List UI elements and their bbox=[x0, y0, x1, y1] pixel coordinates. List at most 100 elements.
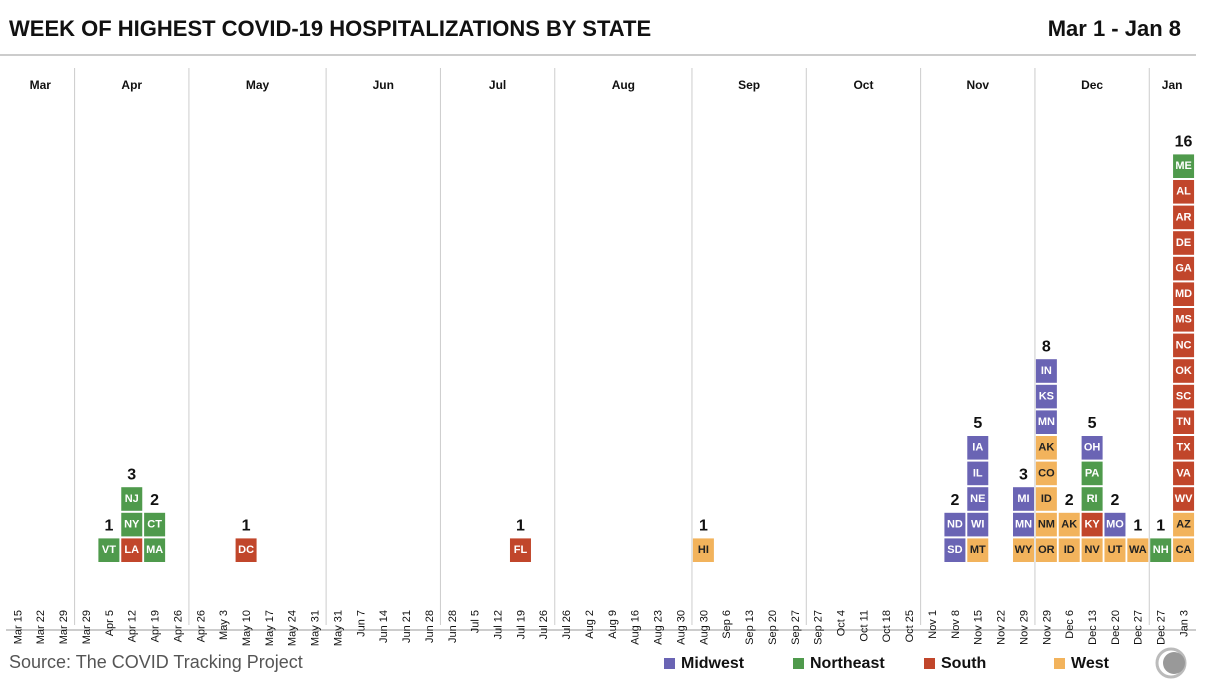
state-tile bbox=[121, 538, 143, 562]
chart-title: WEEK OF HIGHEST COVID-19 HOSPITALIZATION… bbox=[9, 16, 651, 41]
x-tick-label: Nov 29 bbox=[1041, 610, 1053, 645]
state-label: IL bbox=[973, 467, 983, 479]
state-tile bbox=[1173, 461, 1195, 486]
state-tile bbox=[98, 538, 120, 562]
x-tick-label: May 24 bbox=[287, 610, 299, 646]
x-tick-label: Nov 29 bbox=[1018, 610, 1030, 645]
count-label: 2 bbox=[1111, 492, 1120, 509]
x-tick-label: Oct 11 bbox=[858, 610, 870, 642]
x-tick-label: Jul 12 bbox=[493, 610, 505, 639]
state-tile bbox=[692, 538, 714, 562]
month-label: Jul bbox=[489, 78, 506, 92]
x-tick-label: Jul 5 bbox=[470, 610, 482, 633]
state-label: MN bbox=[1038, 416, 1055, 428]
state-tile bbox=[1081, 538, 1103, 562]
x-tick-label: Sep 20 bbox=[767, 610, 779, 645]
count-label: 2 bbox=[1065, 492, 1074, 509]
state-label: VT bbox=[102, 544, 116, 556]
state-tile bbox=[967, 436, 989, 460]
x-tick-label: Sep 13 bbox=[744, 610, 756, 645]
x-tick-label: Apr 26 bbox=[195, 610, 207, 642]
month-label: Oct bbox=[853, 78, 873, 92]
state-label: KS bbox=[1039, 391, 1054, 403]
month-label: Sep bbox=[738, 78, 760, 92]
x-tick-label: Aug 2 bbox=[584, 610, 596, 639]
state-tile bbox=[1173, 436, 1195, 460]
x-tick-label: Jul 26 bbox=[538, 610, 550, 639]
state-label: DE bbox=[1176, 237, 1191, 249]
state-label: MN bbox=[1015, 519, 1032, 531]
x-tick-label: May 17 bbox=[264, 610, 276, 646]
x-tick-label: Aug 16 bbox=[630, 610, 642, 645]
state-tile bbox=[1173, 154, 1195, 178]
legend-label: South bbox=[941, 655, 986, 672]
count-label: 1 bbox=[242, 518, 251, 535]
count-label: 2 bbox=[150, 492, 159, 509]
state-label: AR bbox=[1176, 211, 1192, 223]
x-tick-label: Nov 15 bbox=[973, 610, 985, 645]
logo bbox=[1163, 652, 1185, 674]
count-label: 5 bbox=[973, 415, 982, 432]
month-label: Nov bbox=[966, 78, 989, 92]
x-tick-label: Apr 5 bbox=[104, 610, 116, 636]
month-label: Dec bbox=[1081, 78, 1103, 92]
state-tile bbox=[121, 512, 143, 537]
month-label: Jan bbox=[1162, 78, 1183, 92]
x-tick-label: Dec 6 bbox=[1064, 610, 1076, 639]
state-label: DC bbox=[238, 544, 254, 556]
x-tick-label: Sep 27 bbox=[790, 610, 802, 645]
x-tick-label: Sep 27 bbox=[813, 610, 825, 645]
state-label: NY bbox=[124, 519, 140, 531]
x-tick-label: Nov 1 bbox=[927, 610, 939, 639]
x-tick-label: Mar 29 bbox=[81, 610, 93, 644]
state-label: AK bbox=[1061, 519, 1077, 531]
state-label: MD bbox=[1175, 288, 1192, 300]
state-tile bbox=[1173, 512, 1195, 537]
state-label: GA bbox=[1175, 263, 1192, 275]
state-label: RI bbox=[1087, 493, 1098, 505]
state-label: NC bbox=[1176, 339, 1192, 351]
x-tick-label: Jun 14 bbox=[378, 610, 390, 643]
state-label: HI bbox=[698, 544, 709, 556]
state-tile bbox=[1173, 359, 1195, 383]
state-tile bbox=[1035, 512, 1057, 537]
state-tile bbox=[121, 487, 143, 511]
x-tick-label: Jun 7 bbox=[355, 610, 367, 637]
state-label: MT bbox=[970, 544, 986, 556]
month-label: Jun bbox=[373, 78, 394, 92]
x-tick-label: Jun 28 bbox=[447, 610, 459, 643]
state-tile bbox=[1173, 205, 1195, 230]
state-tile bbox=[1173, 538, 1195, 562]
x-tick-label: Nov 8 bbox=[950, 610, 962, 639]
x-tick-label: Nov 22 bbox=[996, 610, 1008, 645]
state-label: CA bbox=[1176, 544, 1192, 556]
state-label: KY bbox=[1084, 519, 1100, 531]
state-tile bbox=[1035, 410, 1057, 434]
state-label: AL bbox=[1176, 186, 1191, 198]
x-tick-label: Jan 3 bbox=[1178, 610, 1190, 637]
state-label: NH bbox=[1153, 544, 1169, 556]
x-tick-label: Dec 27 bbox=[1156, 610, 1168, 645]
state-label: WV bbox=[1175, 493, 1193, 505]
x-tick-label: Oct 25 bbox=[904, 610, 916, 642]
legend-swatch bbox=[1054, 658, 1065, 669]
state-tile bbox=[144, 538, 166, 562]
state-tile bbox=[1173, 282, 1195, 306]
count-label: 1 bbox=[104, 518, 113, 535]
state-tile bbox=[967, 512, 989, 537]
source: Source: The COVID Tracking Project bbox=[9, 652, 303, 672]
state-label: SD bbox=[947, 544, 962, 556]
state-tile bbox=[1035, 487, 1057, 511]
legend-swatch bbox=[664, 658, 675, 669]
x-tick-label: Dec 20 bbox=[1110, 610, 1122, 645]
x-tick-label: Dec 13 bbox=[1087, 610, 1099, 645]
state-label: PA bbox=[1085, 467, 1100, 479]
legend-label: West bbox=[1071, 655, 1110, 672]
state-tile bbox=[944, 512, 966, 537]
state-label: OR bbox=[1038, 544, 1055, 556]
x-tick-label: Oct 4 bbox=[835, 610, 847, 636]
count-label: 3 bbox=[1019, 466, 1028, 483]
state-tile bbox=[967, 487, 989, 511]
x-tick-label: Mar 22 bbox=[35, 610, 47, 644]
x-tick-label: Aug 30 bbox=[698, 610, 710, 645]
